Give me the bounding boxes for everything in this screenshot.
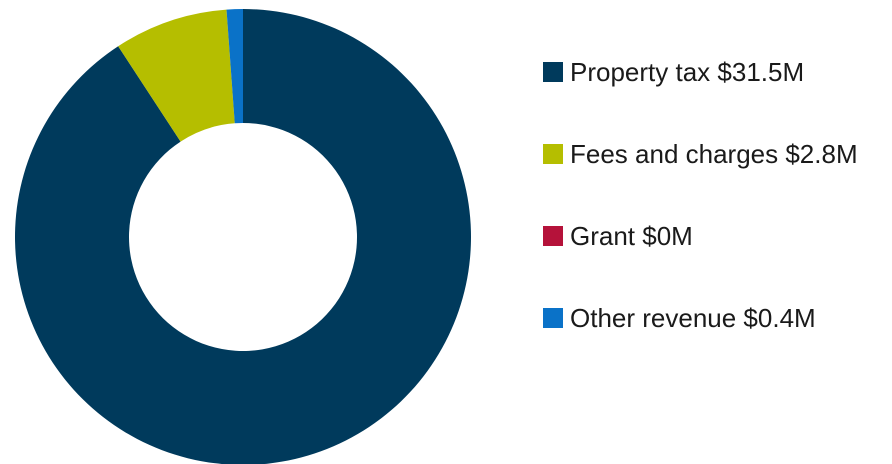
legend-swatch-grant	[543, 226, 563, 246]
legend-item-fees-and-charges: Fees and charges $2.8M	[543, 134, 858, 174]
legend-swatch-property-tax	[543, 62, 563, 82]
donut-slice-fees-and-charges	[118, 9, 235, 142]
legend-swatch-fees-and-charges	[543, 144, 563, 164]
legend-swatch-other-revenue	[543, 308, 563, 328]
legend-item-other-revenue: Other revenue $0.4M	[543, 298, 816, 338]
donut-slice-property-tax	[15, 9, 471, 464]
legend-label-other-revenue: Other revenue $0.4M	[570, 303, 816, 333]
legend-label-grant: Grant $0M	[570, 221, 693, 251]
legend-label-fees-and-charges: Fees and charges $2.8M	[570, 139, 858, 169]
legend-item-grant: Grant $0M	[543, 216, 693, 256]
legend-item-property-tax: Property tax $31.5M	[543, 52, 804, 92]
legend-label-property-tax: Property tax $31.5M	[570, 57, 805, 87]
donut-slice-other-revenue	[226, 9, 243, 124]
